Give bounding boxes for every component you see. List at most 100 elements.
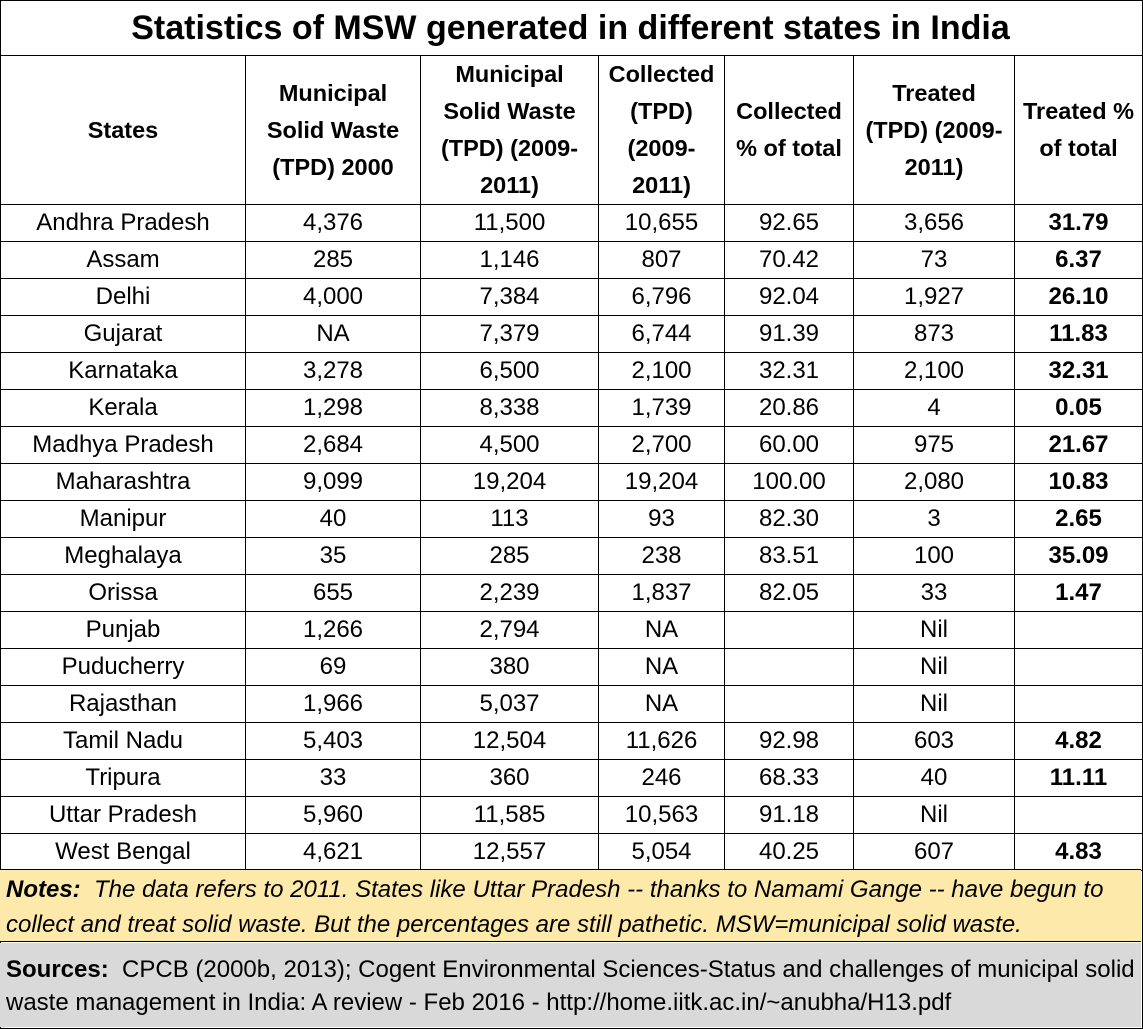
table-cell: 91.39 <box>724 315 854 353</box>
table-cell: 4.82 <box>1014 722 1143 760</box>
column-header-line: Solid Waste <box>266 116 400 143</box>
table-cell: 6.37 <box>1014 241 1143 279</box>
table-cell: 5,403 <box>245 722 421 760</box>
table-cell: 2,700 <box>598 426 725 464</box>
state-name-cell: Orissa <box>0 574 246 612</box>
table-cell: 35 <box>245 537 421 575</box>
table-cell: 2,100 <box>598 352 725 390</box>
column-header: Treated (TPD) (2009- 2011) <box>853 55 1015 205</box>
table-cell: 873 <box>853 315 1015 353</box>
state-name-cell: Tripura <box>0 759 246 797</box>
table-cell: 2,684 <box>245 426 421 464</box>
table-cell: 92.98 <box>724 722 854 760</box>
table-cell: NA <box>598 648 725 686</box>
column-header-line: (TPD) <box>630 98 693 124</box>
table-cell: 35.09 <box>1014 537 1143 575</box>
column-header-line: 2011) <box>632 172 691 198</box>
table-cell: 91.18 <box>724 796 854 834</box>
table-cell <box>1014 648 1143 686</box>
table-row: West Bengal 4,621 12,557 5,054 40.25 607 4.83 <box>0 833 1143 871</box>
table-cell: 11,626 <box>598 722 725 760</box>
column-header-line: Municipal <box>278 79 388 106</box>
table-cell: 285 <box>245 241 421 279</box>
table-cell: 11.11 <box>1014 759 1143 797</box>
column-header: States <box>0 55 246 205</box>
table-cell: 360 <box>420 759 599 797</box>
state-name-cell: Tamil Nadu <box>0 722 246 760</box>
table-row: Meghalaya 35 285 238 83.51 100 35.09 <box>0 537 1143 575</box>
table-cell: 3,278 <box>245 352 421 390</box>
table-cell: 4,500 <box>420 426 599 464</box>
table-row: Delhi 4,000 7,384 6,796 92.04 1,927 26.10 <box>0 278 1143 316</box>
table-cell: 238 <box>598 537 725 575</box>
table-cell: 607 <box>853 833 1015 871</box>
table-cell: 32.31 <box>1014 352 1143 390</box>
column-header: Collected % of total <box>724 55 854 205</box>
table-cell: 100.00 <box>724 463 854 501</box>
table-cell: Nil <box>853 648 1015 686</box>
table-cell: NA <box>598 611 725 649</box>
table-cell: 3,656 <box>853 204 1015 242</box>
table-cell <box>724 685 854 723</box>
column-header: Municipal Solid Waste (TPD) (2009- 2011) <box>420 55 599 205</box>
state-name-cell: Maharashtra <box>0 463 246 501</box>
table-cell: 19,204 <box>598 463 725 501</box>
table-cell: 2,100 <box>853 352 1015 390</box>
table-row: Assam 285 1,146 807 70.42 73 6.37 <box>0 241 1143 279</box>
state-name-cell: Rajasthan <box>0 685 246 723</box>
table-cell: 40 <box>245 500 421 538</box>
table-cell <box>724 611 854 649</box>
table-cell: 69 <box>245 648 421 686</box>
table-cell: 5,054 <box>598 833 725 871</box>
table-cell: 6,500 <box>420 352 599 390</box>
msw-statistics-table: States Municipal Solid Waste (TPD) 2000 Muni… <box>0 55 1143 871</box>
table-row: Karnataka 3,278 6,500 2,100 32.31 2,100 32.31 <box>0 352 1143 390</box>
state-name-cell: Manipur <box>0 500 246 538</box>
table-cell: 655 <box>245 574 421 612</box>
table-cell: 1,739 <box>598 389 725 427</box>
notes-box: Notes: The data refers to 2011. States l… <box>0 869 1141 942</box>
table-cell: 2,080 <box>853 463 1015 501</box>
state-name-cell: Meghalaya <box>0 537 246 575</box>
table-cell: 40 <box>853 759 1015 797</box>
table-row: Madhya Pradesh 2,684 4,500 2,700 60.00 975 21.… <box>0 426 1143 464</box>
sources-label: Sources: <box>6 956 109 983</box>
table-cell: 603 <box>853 722 1015 760</box>
table-row: Kerala 1,298 8,338 1,739 20.86 4 0.05 <box>0 389 1143 427</box>
column-header-line: Municipal <box>455 61 564 87</box>
column-header-line: (TPD) (2009- <box>865 116 1003 143</box>
table-row: Andhra Pradesh 4,376 11,500 10,655 92.65 3,65… <box>0 204 1143 242</box>
state-name-cell: Gujarat <box>0 315 246 353</box>
table-cell: 83.51 <box>724 537 854 575</box>
table-row: Gujarat NA 7,379 6,744 91.39 873 11.83 <box>0 315 1143 353</box>
table-cell: 11,500 <box>420 204 599 242</box>
column-header-line: States <box>87 116 159 143</box>
state-name-cell: Madhya Pradesh <box>0 426 246 464</box>
table-cell: 1,966 <box>245 685 421 723</box>
table-cell: 73 <box>853 241 1015 279</box>
state-name-cell: Uttar Pradesh <box>0 796 246 834</box>
column-header: Treated % of total <box>1014 55 1143 205</box>
table-cell: 93 <box>598 500 725 538</box>
table-cell <box>1014 685 1143 723</box>
table-cell: 1,837 <box>598 574 725 612</box>
page-title: Statistics of MSW generated in different… <box>0 0 1141 56</box>
table-cell: 0.05 <box>1014 389 1143 427</box>
table-cell: 92.65 <box>724 204 854 242</box>
notes-label: Notes: <box>6 876 81 903</box>
state-name-cell: Assam <box>0 241 246 279</box>
column-header-line: 2011) <box>904 153 964 180</box>
table-cell: NA <box>245 315 421 353</box>
column-header-line: Collected <box>736 98 842 124</box>
table-cell: 2,239 <box>420 574 599 612</box>
table-cell: 12,557 <box>420 833 599 871</box>
table-cell: 26.10 <box>1014 278 1143 316</box>
column-header-line: of total <box>1039 135 1118 161</box>
table-cell: 11,585 <box>420 796 599 834</box>
table-cell: 1,146 <box>420 241 599 279</box>
table-cell: 19,204 <box>420 463 599 501</box>
table-cell: 60.00 <box>724 426 854 464</box>
table-cell: 380 <box>420 648 599 686</box>
table-cell: 2.65 <box>1014 500 1143 538</box>
table-row: Maharashtra 9,099 19,204 19,204 100.00 2,080 1… <box>0 463 1143 501</box>
